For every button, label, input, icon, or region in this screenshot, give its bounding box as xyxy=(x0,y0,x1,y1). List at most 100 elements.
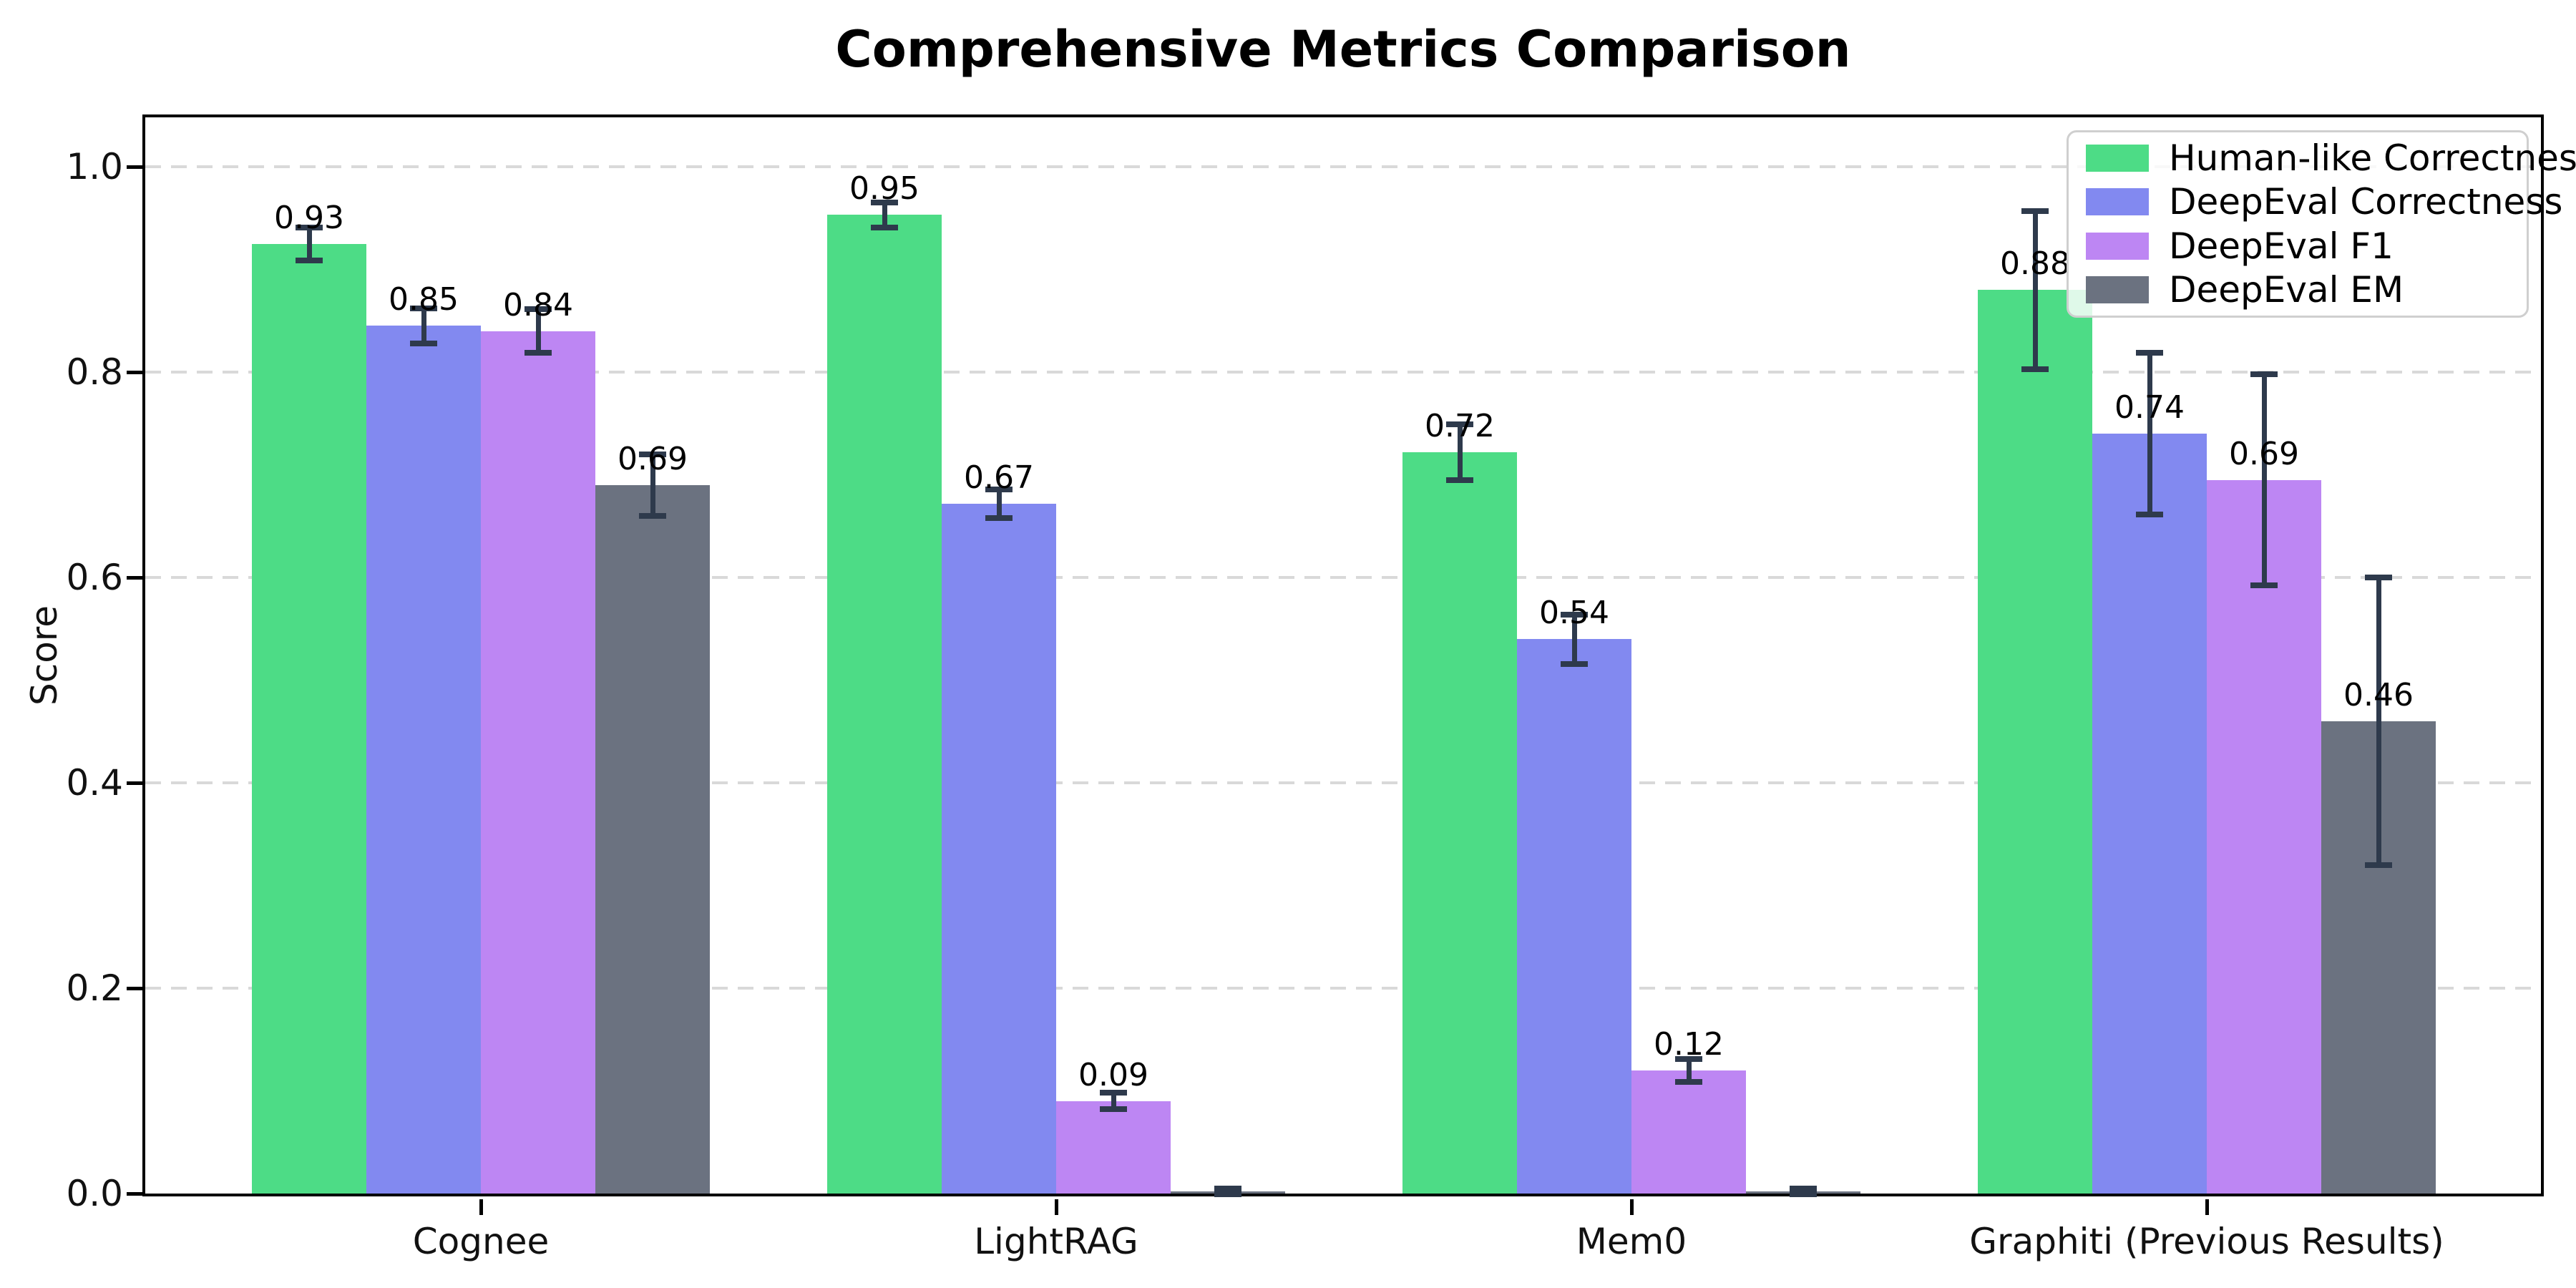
gridline xyxy=(145,781,2541,784)
error-bar-cap-top xyxy=(1675,1056,1702,1062)
error-bar xyxy=(1571,614,1577,664)
legend-swatch xyxy=(2086,145,2149,172)
error-bar-cap-bottom xyxy=(2021,366,2049,372)
legend-item: DeepEval F1 xyxy=(2086,225,2509,267)
value-label: 0.69 xyxy=(2229,435,2299,472)
value-label: 0.95 xyxy=(849,170,919,208)
x-tick xyxy=(479,1199,483,1215)
legend-item: DeepEval Correctness xyxy=(2086,181,2562,223)
legend-swatch xyxy=(2086,275,2149,303)
value-label: 0.67 xyxy=(964,459,1034,496)
gridline xyxy=(145,576,2541,579)
y-tick-label: 1.0 xyxy=(66,146,123,187)
error-bar xyxy=(2032,210,2038,369)
error-bar-cap-top xyxy=(985,486,1013,492)
error-bar xyxy=(996,489,1002,518)
chart-title: Comprehensive Metrics Comparison xyxy=(835,20,1851,79)
value-label: 0.09 xyxy=(1078,1056,1148,1093)
error-bar-cap-bottom xyxy=(871,224,898,230)
bar xyxy=(366,326,481,1194)
error-bar-cap-top xyxy=(871,200,898,206)
y-tick xyxy=(127,576,142,580)
error-bar-cap-top xyxy=(2021,208,2049,214)
legend-label: DeepEval EM xyxy=(2169,268,2404,311)
y-tick xyxy=(127,165,142,169)
legend-swatch xyxy=(2086,188,2149,216)
legend: Human-like Correctness DeepEval Correctne… xyxy=(2067,130,2576,318)
error-bar-cap-bottom xyxy=(1675,1078,1702,1085)
error-bar xyxy=(650,454,655,516)
bar xyxy=(1056,1101,1171,1194)
x-tick-label: LightRAG xyxy=(974,1221,1138,1262)
error-bar xyxy=(2261,374,2267,586)
legend-label: DeepEval Correctness xyxy=(2169,181,2563,223)
error-bar xyxy=(1111,1093,1116,1110)
error-bar xyxy=(306,227,312,260)
error-bar-cap-bottom xyxy=(525,349,552,356)
error-bar-cap-bottom xyxy=(410,340,437,346)
error-bar-cap-bottom xyxy=(1214,1191,1241,1198)
x-tick xyxy=(1630,1199,1634,1215)
x-tick-label: Graphiti (Previous Results) xyxy=(1969,1221,2444,1262)
error-bar-cap-bottom xyxy=(1561,660,1588,667)
legend-item: Human-like Correctness xyxy=(2086,137,2576,179)
bar xyxy=(827,215,942,1194)
y-tick-label: 0.6 xyxy=(66,557,123,598)
legend-label: Human-like Correctness xyxy=(2169,137,2576,180)
x-tick-label: Cognee xyxy=(412,1221,550,1262)
error-bar-cap-top xyxy=(525,306,552,313)
y-axis-label: Score xyxy=(24,605,65,706)
value-label: 0.69 xyxy=(618,440,688,477)
error-bar-cap-top xyxy=(1446,421,1473,428)
bar xyxy=(1402,452,1517,1194)
error-bar xyxy=(535,309,541,353)
bar xyxy=(595,484,710,1194)
error-bar-cap-top xyxy=(1561,611,1588,618)
value-label: 0.12 xyxy=(1654,1025,1724,1063)
error-bar xyxy=(2376,577,2381,865)
y-tick xyxy=(127,987,142,990)
error-bar-cap-top xyxy=(410,306,437,312)
error-bar-cap-bottom xyxy=(985,514,1013,521)
error-bar xyxy=(1686,1059,1692,1082)
value-label: 0.93 xyxy=(274,199,344,236)
gridline xyxy=(145,987,2541,990)
error-bar xyxy=(1225,1188,1231,1195)
y-tick-label: 0.2 xyxy=(66,967,123,1009)
value-label: 0.54 xyxy=(1539,595,1609,632)
legend-item: DeepEval EM xyxy=(2086,269,2509,311)
y-tick-label: 0.0 xyxy=(66,1173,123,1214)
y-tick xyxy=(127,371,142,374)
x-tick-label: Mem0 xyxy=(1576,1221,1687,1262)
bar xyxy=(1978,290,2092,1194)
gridline xyxy=(145,165,2541,168)
error-bar-cap-bottom xyxy=(1446,477,1473,483)
error-bar-cap-top xyxy=(639,451,666,457)
error-bar-cap-bottom xyxy=(2250,582,2278,589)
bar xyxy=(2207,479,2321,1194)
y-tick-label: 0.4 xyxy=(66,762,123,804)
error-bar-cap-top xyxy=(2136,349,2163,356)
error-bar-cap-top xyxy=(296,224,323,230)
value-label: 0.84 xyxy=(503,286,573,323)
error-bar xyxy=(421,308,426,343)
error-bar xyxy=(1800,1188,1806,1195)
bar xyxy=(1517,639,1631,1194)
gridline xyxy=(145,371,2541,374)
bar xyxy=(1631,1070,1746,1194)
error-bar-cap-top xyxy=(2365,575,2392,580)
x-tick xyxy=(1055,1199,1058,1215)
y-tick xyxy=(127,781,142,785)
x-tick xyxy=(2205,1199,2209,1215)
error-bar-cap-top xyxy=(1100,1090,1127,1096)
bar xyxy=(2092,434,2207,1194)
error-bar-cap-bottom xyxy=(1790,1191,1817,1198)
bar xyxy=(252,243,366,1194)
error-bar-cap-top xyxy=(1790,1185,1817,1191)
value-label: 0.88 xyxy=(2000,245,2070,283)
value-label: 0.85 xyxy=(389,281,459,318)
legend-swatch xyxy=(2086,232,2149,260)
error-bar-cap-bottom xyxy=(1100,1106,1127,1113)
error-bar-cap-bottom xyxy=(2136,512,2163,518)
